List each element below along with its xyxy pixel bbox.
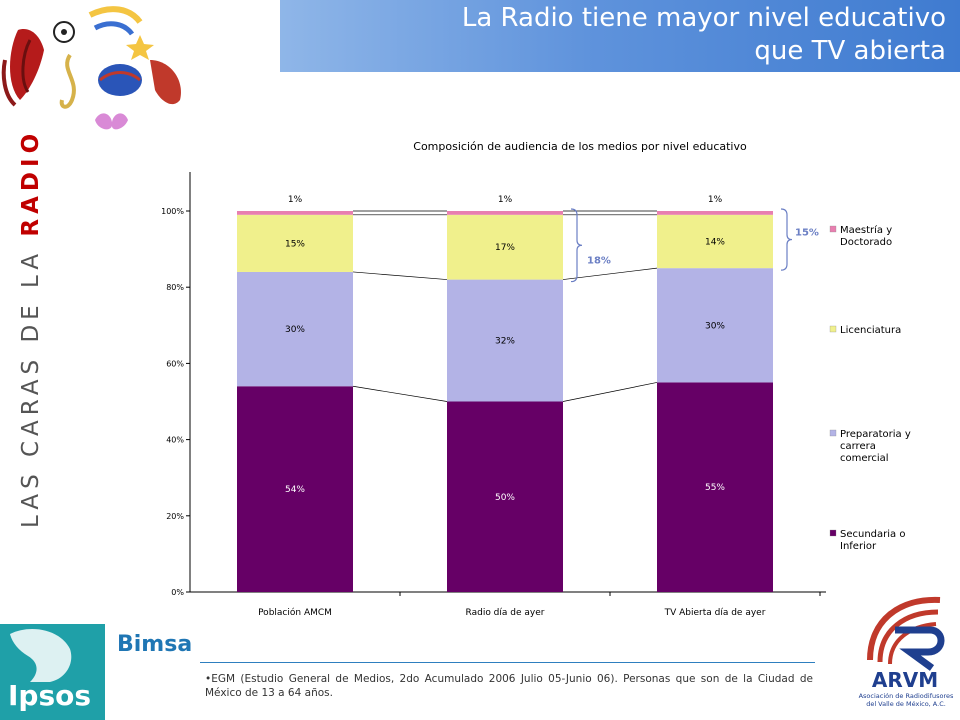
y-ticks: 0% 20% 40% 60% 80% 100%: [161, 207, 190, 597]
connector-line: [562, 382, 658, 402]
bar-segment: [447, 214, 563, 280]
page-title: La Radio tiene mayor nivel educativo que…: [462, 2, 946, 68]
bimsa-text: Bimsa: [117, 632, 193, 657]
bar-segment: [447, 211, 563, 215]
y-tick-label: 60%: [166, 359, 184, 368]
legend-label: Doctorado: [840, 237, 892, 248]
bar-segment: [657, 214, 773, 269]
legend-swatch: [829, 529, 837, 537]
bar-segment: [237, 211, 353, 215]
x-tick-label: Población AMCM: [258, 607, 332, 618]
legend-label: carrera: [840, 441, 876, 452]
legend-label: Secundaria o: [840, 529, 905, 540]
y-tick-label: 40%: [166, 436, 184, 445]
data-label: 15%: [285, 239, 305, 249]
legend-label: comercial: [840, 453, 889, 464]
legend-label: Preparatoria y: [840, 429, 911, 440]
footnote-divider: [200, 662, 815, 663]
ipsos-text: Ipsos: [8, 679, 92, 712]
legend-label: Inferior: [840, 541, 877, 552]
side-brand-text: LAS CARAS DE LA RADIO: [18, 129, 58, 528]
data-label: 1%: [708, 195, 723, 205]
connector-lines: [352, 210, 658, 402]
data-label: 30%: [285, 325, 305, 335]
brackets: 18% 15%: [570, 208, 819, 283]
bracket-label: 15%: [795, 228, 819, 239]
data-label: 1%: [498, 195, 513, 205]
legend-swatch: [829, 325, 837, 333]
y-tick-label: 100%: [161, 207, 184, 216]
bar-segment: [657, 268, 773, 383]
connector-line: [352, 385, 448, 402]
data-label: 1%: [288, 195, 303, 205]
title-line-1: La Radio tiene mayor nivel educativo: [461, 3, 946, 33]
bar-segment: [237, 386, 353, 592]
y-tick-label: 80%: [166, 283, 184, 292]
chart-title: Composición de audiencia de los medios p…: [413, 140, 747, 153]
bar-segment: [447, 401, 563, 592]
data-label: 55%: [705, 483, 725, 493]
legend-label: Licenciatura: [840, 325, 901, 336]
bar-segment: [237, 214, 353, 272]
bracket-label: 18%: [587, 255, 611, 266]
bars: 54% 30% 15% 1% Población AMCM 50% 32% 17% 1% Radi…: [237, 195, 821, 618]
ipsos-face-icon: [10, 629, 72, 682]
legend-swatch: [829, 429, 837, 437]
arvm-name: ARVM: [871, 668, 939, 692]
bar-segment: [447, 279, 563, 402]
arvm-subtitle: Asociación de Radiodifusores del Valle d…: [858, 692, 954, 708]
legend-swatch: [829, 225, 837, 233]
data-label: 54%: [285, 485, 305, 495]
stacked-bar-chart: Composición de audiencia de los medios p…: [161, 140, 911, 618]
title-line-2: que TV abierta: [754, 36, 946, 66]
side-brand-light: LAS CARAS DE LA: [18, 236, 44, 528]
data-label: 17%: [495, 243, 515, 253]
connector-line: [352, 271, 448, 280]
connector-line: [562, 267, 658, 280]
data-label: 14%: [705, 237, 725, 247]
bar-segment: [657, 211, 773, 215]
y-tick-label: 20%: [166, 512, 184, 521]
collage-logo-icon: [1, 6, 181, 130]
arvm-logo-icon: [867, 596, 945, 671]
bar-segment: [237, 271, 353, 387]
y-tick-label: 0%: [171, 588, 184, 597]
x-tick-label: Radio día de ayer: [466, 608, 545, 618]
ipsos-logo: Ipsos: [0, 624, 105, 720]
title-bar: La Radio tiene mayor nivel educativo que…: [280, 0, 960, 72]
data-label: 32%: [495, 337, 515, 347]
bracket-shape: [570, 208, 583, 283]
bar-segment: [657, 382, 773, 592]
side-brand-bold: RADIO: [18, 128, 44, 237]
data-label: 50%: [495, 493, 515, 503]
legend-label: Maestría y: [840, 224, 892, 236]
x-tick-label: TV Abierta día de ayer: [664, 608, 766, 618]
bracket-shape: [780, 208, 793, 271]
data-label: 30%: [705, 321, 725, 331]
footnote: •EGM (Estudio General de Medios, 2do Acu…: [205, 673, 813, 699]
